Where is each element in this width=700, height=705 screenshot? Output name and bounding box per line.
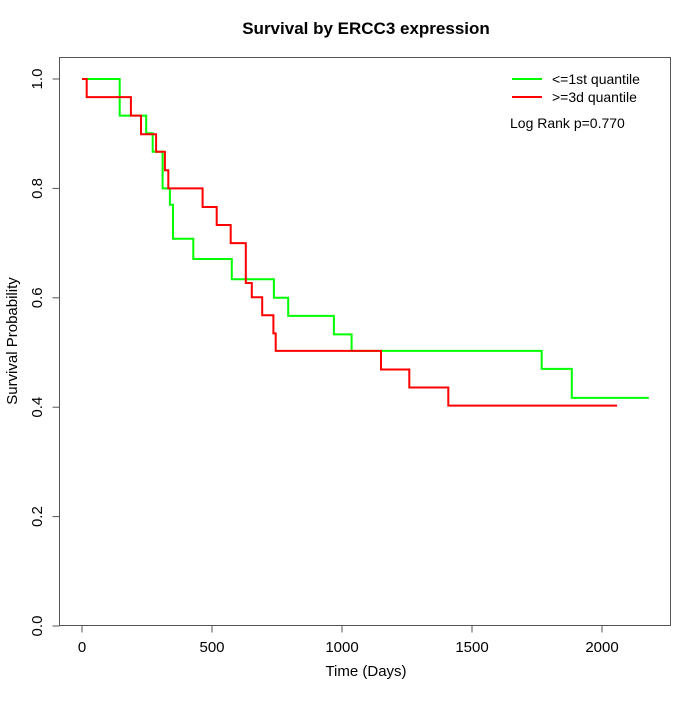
y-tick-label: 0.6 xyxy=(29,287,46,308)
x-axis-label: Time (Days) xyxy=(325,663,406,680)
x-tick-label: 0 xyxy=(78,639,86,656)
x-tick-label: 1500 xyxy=(455,639,488,656)
plot-contents: 0 500 1000 1500 2000 0.0 0.2 0.4 0.6 0.8 1.0 xyxy=(29,69,649,656)
x-tick-label: 1000 xyxy=(325,639,358,656)
y-tick-label: 0.4 xyxy=(29,397,46,418)
y-tick-label: 0.8 xyxy=(29,178,46,199)
y-axis-label: Survival Probability xyxy=(4,277,21,405)
y-tick-label: 0.2 xyxy=(29,506,46,527)
legend-label-high-quantile: >=3d quantile xyxy=(552,89,637,105)
legend: <=1st quantile >=3d quantile Log Rank p=… xyxy=(510,71,640,131)
plot-box xyxy=(59,57,671,626)
log-rank-annotation: Log Rank p=0.770 xyxy=(510,115,625,131)
x-tick-label: 2000 xyxy=(585,639,618,656)
km-curve-high-quantile xyxy=(82,78,618,407)
chart-title: Survival by ERCC3 expression xyxy=(242,19,490,38)
y-tick-label: 1.0 xyxy=(29,69,46,90)
x-tick-label: 500 xyxy=(199,639,224,656)
legend-label-low-quantile: <=1st quantile xyxy=(552,71,640,87)
y-tick-label: 0.0 xyxy=(29,616,46,637)
